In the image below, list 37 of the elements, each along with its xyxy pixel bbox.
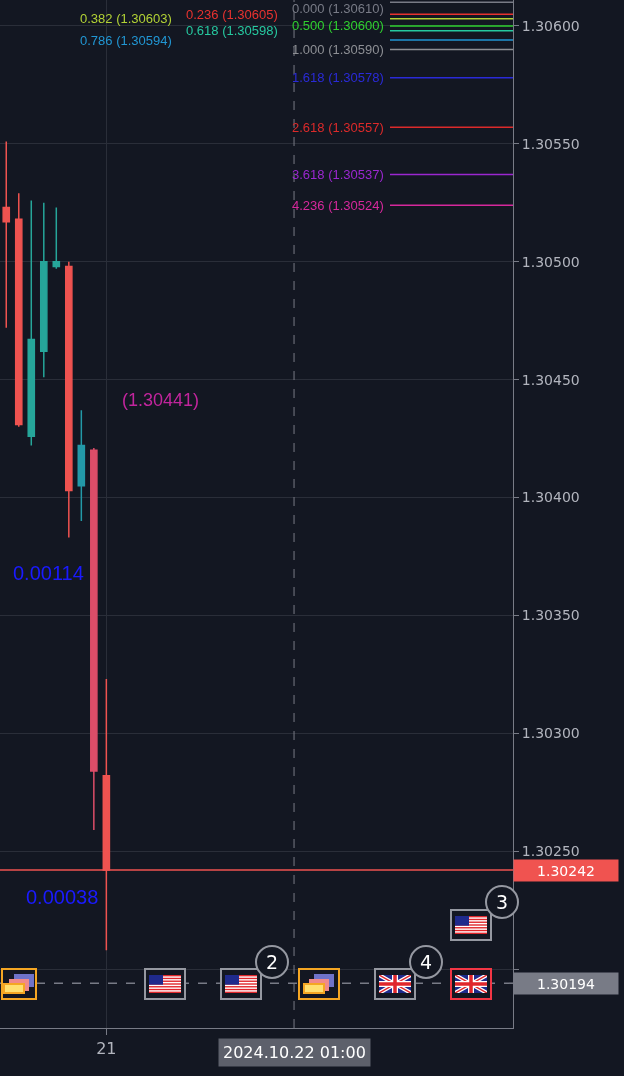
- ref-line-label: 0.000 (1.30610): [292, 1, 384, 16]
- x-tick-label: 21: [96, 1039, 117, 1059]
- ref-line-label: 0.500 (1.30600): [292, 18, 384, 33]
- ref-line-label: 1.30194: [537, 975, 595, 992]
- ref-line-label: 0.236 (1.30605): [186, 7, 278, 22]
- ref-line-label: 1.000 (1.30590): [292, 42, 384, 57]
- y-tick-label: 1.30450: [521, 371, 580, 388]
- y-tick-label: 1.30550: [521, 135, 580, 152]
- candlestick: [52, 206, 61, 270]
- ref-line-label: 2.618 (1.30557): [292, 120, 384, 135]
- annotation: 0.00038: [26, 886, 99, 908]
- ref-line-label: 0.618 (1.30598): [186, 23, 278, 38]
- candlestick: [2, 140, 11, 329]
- y-tick-label: 1.30300: [521, 725, 580, 742]
- annotation: 0.00114: [13, 562, 84, 584]
- ref-line-label: 1.30242: [537, 862, 595, 879]
- y-tick-label: 1.30500: [521, 253, 580, 270]
- candlestick: [39, 202, 48, 378]
- annotation: (1.30441): [122, 390, 200, 410]
- candlestick: [90, 447, 98, 831]
- y-tick-label: 1.30600: [521, 17, 580, 34]
- candlestick: [14, 192, 23, 428]
- x-tick-label: 2024.10.22 01:00: [223, 1043, 366, 1062]
- annotation: 4: [419, 951, 433, 973]
- ref-line-label: 0.786 (1.30594): [80, 33, 172, 48]
- annotation: 2: [265, 951, 279, 973]
- y-tick-label: 1.30250: [521, 843, 580, 860]
- candlestick: [77, 409, 86, 522]
- candlestick: [27, 199, 36, 447]
- ref-line-label: 1.618 (1.30578): [292, 70, 384, 85]
- ref-line-label: 3.618 (1.30537): [292, 167, 384, 182]
- annotation: 3: [495, 891, 509, 913]
- y-tick-label: 1.30400: [521, 489, 580, 506]
- y-tick-label: 1.30350: [521, 607, 580, 624]
- candlestick: [65, 260, 73, 539]
- ref-line-label: 0.382 (1.30603): [80, 11, 172, 26]
- ref-line-label: 4.236 (1.30524): [292, 198, 384, 213]
